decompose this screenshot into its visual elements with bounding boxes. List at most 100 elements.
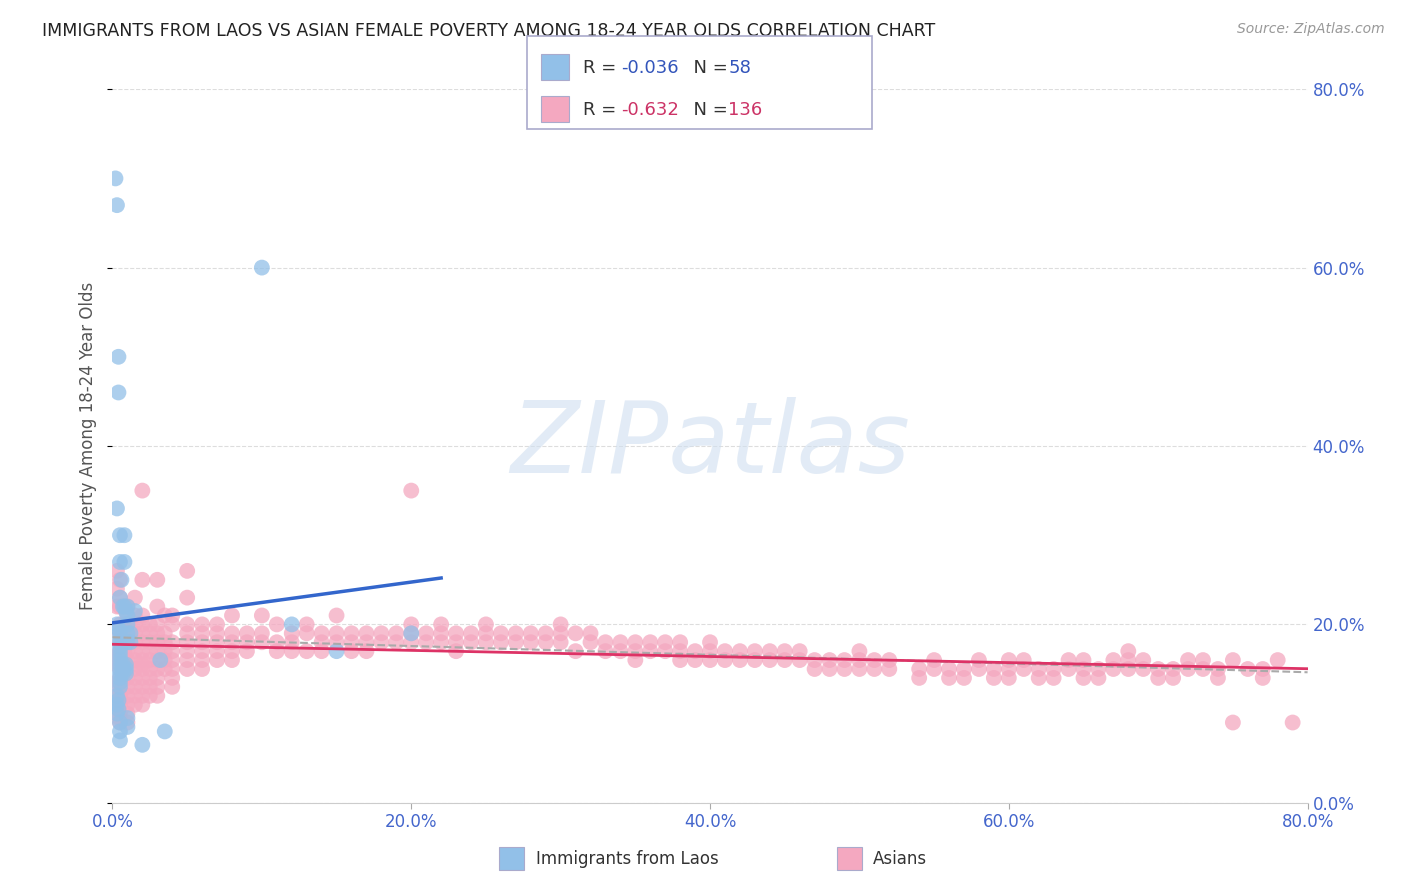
Point	[401, 617, 423, 632]
Point	[1057, 653, 1080, 667]
Point	[340, 635, 363, 649]
Point	[221, 608, 243, 623]
Text: Source: ZipAtlas.com: Source: ZipAtlas.com	[1237, 22, 1385, 37]
Point	[105, 617, 128, 632]
Point	[131, 671, 153, 685]
Point	[131, 483, 153, 498]
Point	[669, 635, 692, 649]
Point	[124, 635, 146, 649]
Point	[108, 715, 131, 730]
Text: N =: N =	[682, 59, 734, 77]
Point	[534, 635, 557, 649]
Point	[699, 653, 721, 667]
Point	[773, 653, 796, 667]
Point	[415, 635, 437, 649]
Point	[460, 635, 482, 649]
Point	[117, 720, 139, 734]
Point	[107, 385, 129, 400]
Point	[108, 680, 131, 694]
Point	[131, 698, 153, 712]
Point	[108, 653, 131, 667]
Point	[281, 626, 304, 640]
Text: ZIPatlas: ZIPatlas	[510, 398, 910, 494]
Point	[114, 555, 135, 569]
Point	[131, 617, 153, 632]
Point	[146, 671, 169, 685]
Point	[117, 617, 139, 632]
Point	[236, 644, 259, 658]
Point	[162, 644, 183, 658]
Point	[370, 635, 392, 649]
Point	[117, 698, 139, 712]
Point	[325, 626, 347, 640]
Point	[117, 711, 139, 725]
Point	[489, 635, 512, 649]
Point	[162, 671, 183, 685]
Point	[683, 644, 706, 658]
Point	[579, 626, 602, 640]
Point	[108, 671, 131, 685]
Point	[624, 653, 647, 667]
Point	[444, 626, 467, 640]
Point	[624, 635, 647, 649]
Point	[105, 599, 128, 614]
Point	[325, 644, 347, 658]
Point	[111, 657, 134, 672]
Point	[108, 684, 131, 698]
Point	[162, 680, 183, 694]
Point	[131, 662, 153, 676]
Point	[108, 657, 131, 672]
Point	[998, 662, 1021, 676]
Point	[340, 644, 363, 658]
Point	[385, 635, 408, 649]
Text: Immigrants from Laos: Immigrants from Laos	[536, 850, 718, 868]
Point	[281, 617, 304, 632]
Point	[1251, 662, 1274, 676]
Point	[1132, 653, 1154, 667]
Point	[108, 555, 131, 569]
Point	[124, 689, 146, 703]
Point	[108, 657, 131, 672]
Point	[250, 626, 273, 640]
Point	[1042, 671, 1064, 685]
Text: 136: 136	[728, 101, 762, 119]
Point	[863, 662, 886, 676]
Point	[124, 626, 146, 640]
Point	[131, 689, 153, 703]
Point	[108, 675, 131, 690]
Point	[1087, 662, 1109, 676]
Point	[1073, 662, 1095, 676]
Point	[609, 635, 631, 649]
Point	[131, 657, 153, 672]
Point	[108, 662, 131, 676]
Point	[1118, 653, 1140, 667]
Point	[1102, 653, 1125, 667]
Point	[131, 573, 153, 587]
Point	[146, 599, 169, 614]
Point	[146, 635, 169, 649]
Point	[325, 608, 347, 623]
Point	[444, 635, 467, 649]
Point	[108, 644, 131, 658]
Point	[117, 689, 139, 703]
Point	[879, 662, 901, 676]
Point	[108, 693, 131, 707]
Point	[162, 635, 183, 649]
Point	[114, 644, 135, 658]
Point	[117, 599, 139, 614]
Point	[108, 635, 131, 649]
Point	[176, 662, 198, 676]
Point	[124, 617, 146, 632]
Point	[356, 635, 378, 649]
Point	[385, 626, 408, 640]
Point	[105, 698, 128, 712]
Point	[146, 626, 169, 640]
Point	[221, 626, 243, 640]
Point	[107, 693, 129, 707]
Point	[401, 483, 423, 498]
Point	[295, 626, 318, 640]
Point	[108, 599, 131, 614]
Point	[117, 706, 139, 721]
Point	[1147, 671, 1170, 685]
Point	[401, 635, 423, 649]
